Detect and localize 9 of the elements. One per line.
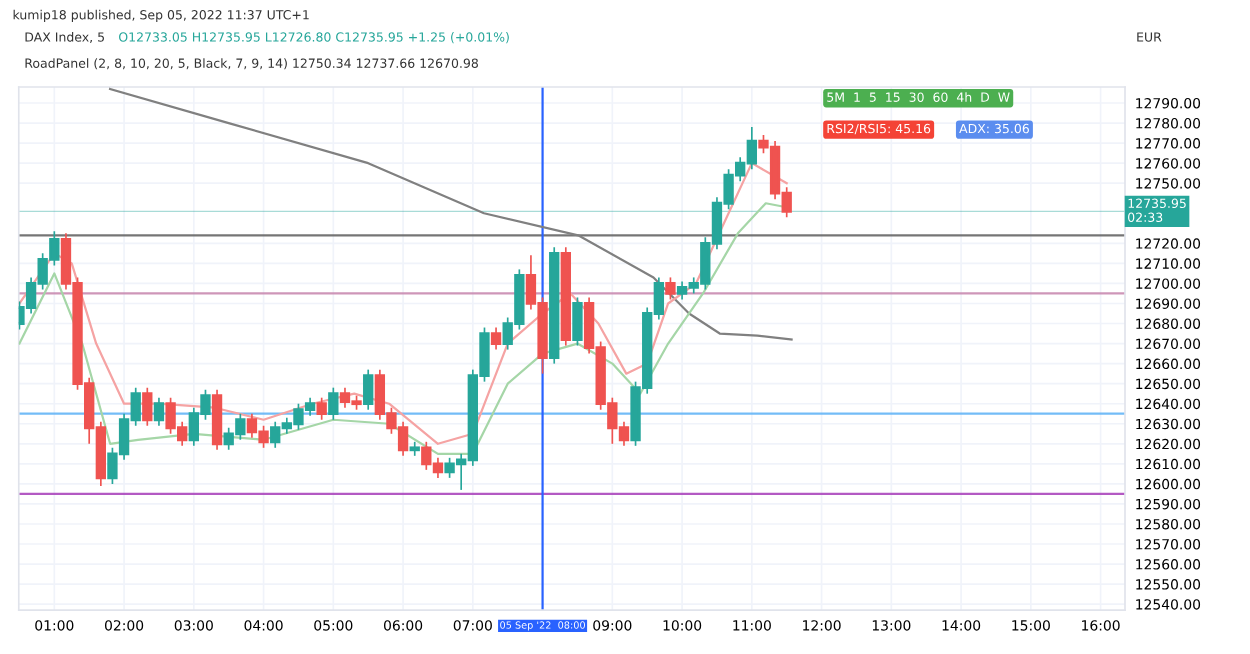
candlestick	[316, 396, 327, 421]
line-series	[109, 87, 793, 341]
candlestick	[572, 296, 583, 347]
candlestick	[363, 368, 374, 411]
candlestick	[142, 386, 153, 427]
candlestick	[328, 386, 339, 421]
candlestick	[665, 276, 676, 301]
candlestick	[490, 326, 502, 351]
candlestick	[153, 396, 165, 427]
